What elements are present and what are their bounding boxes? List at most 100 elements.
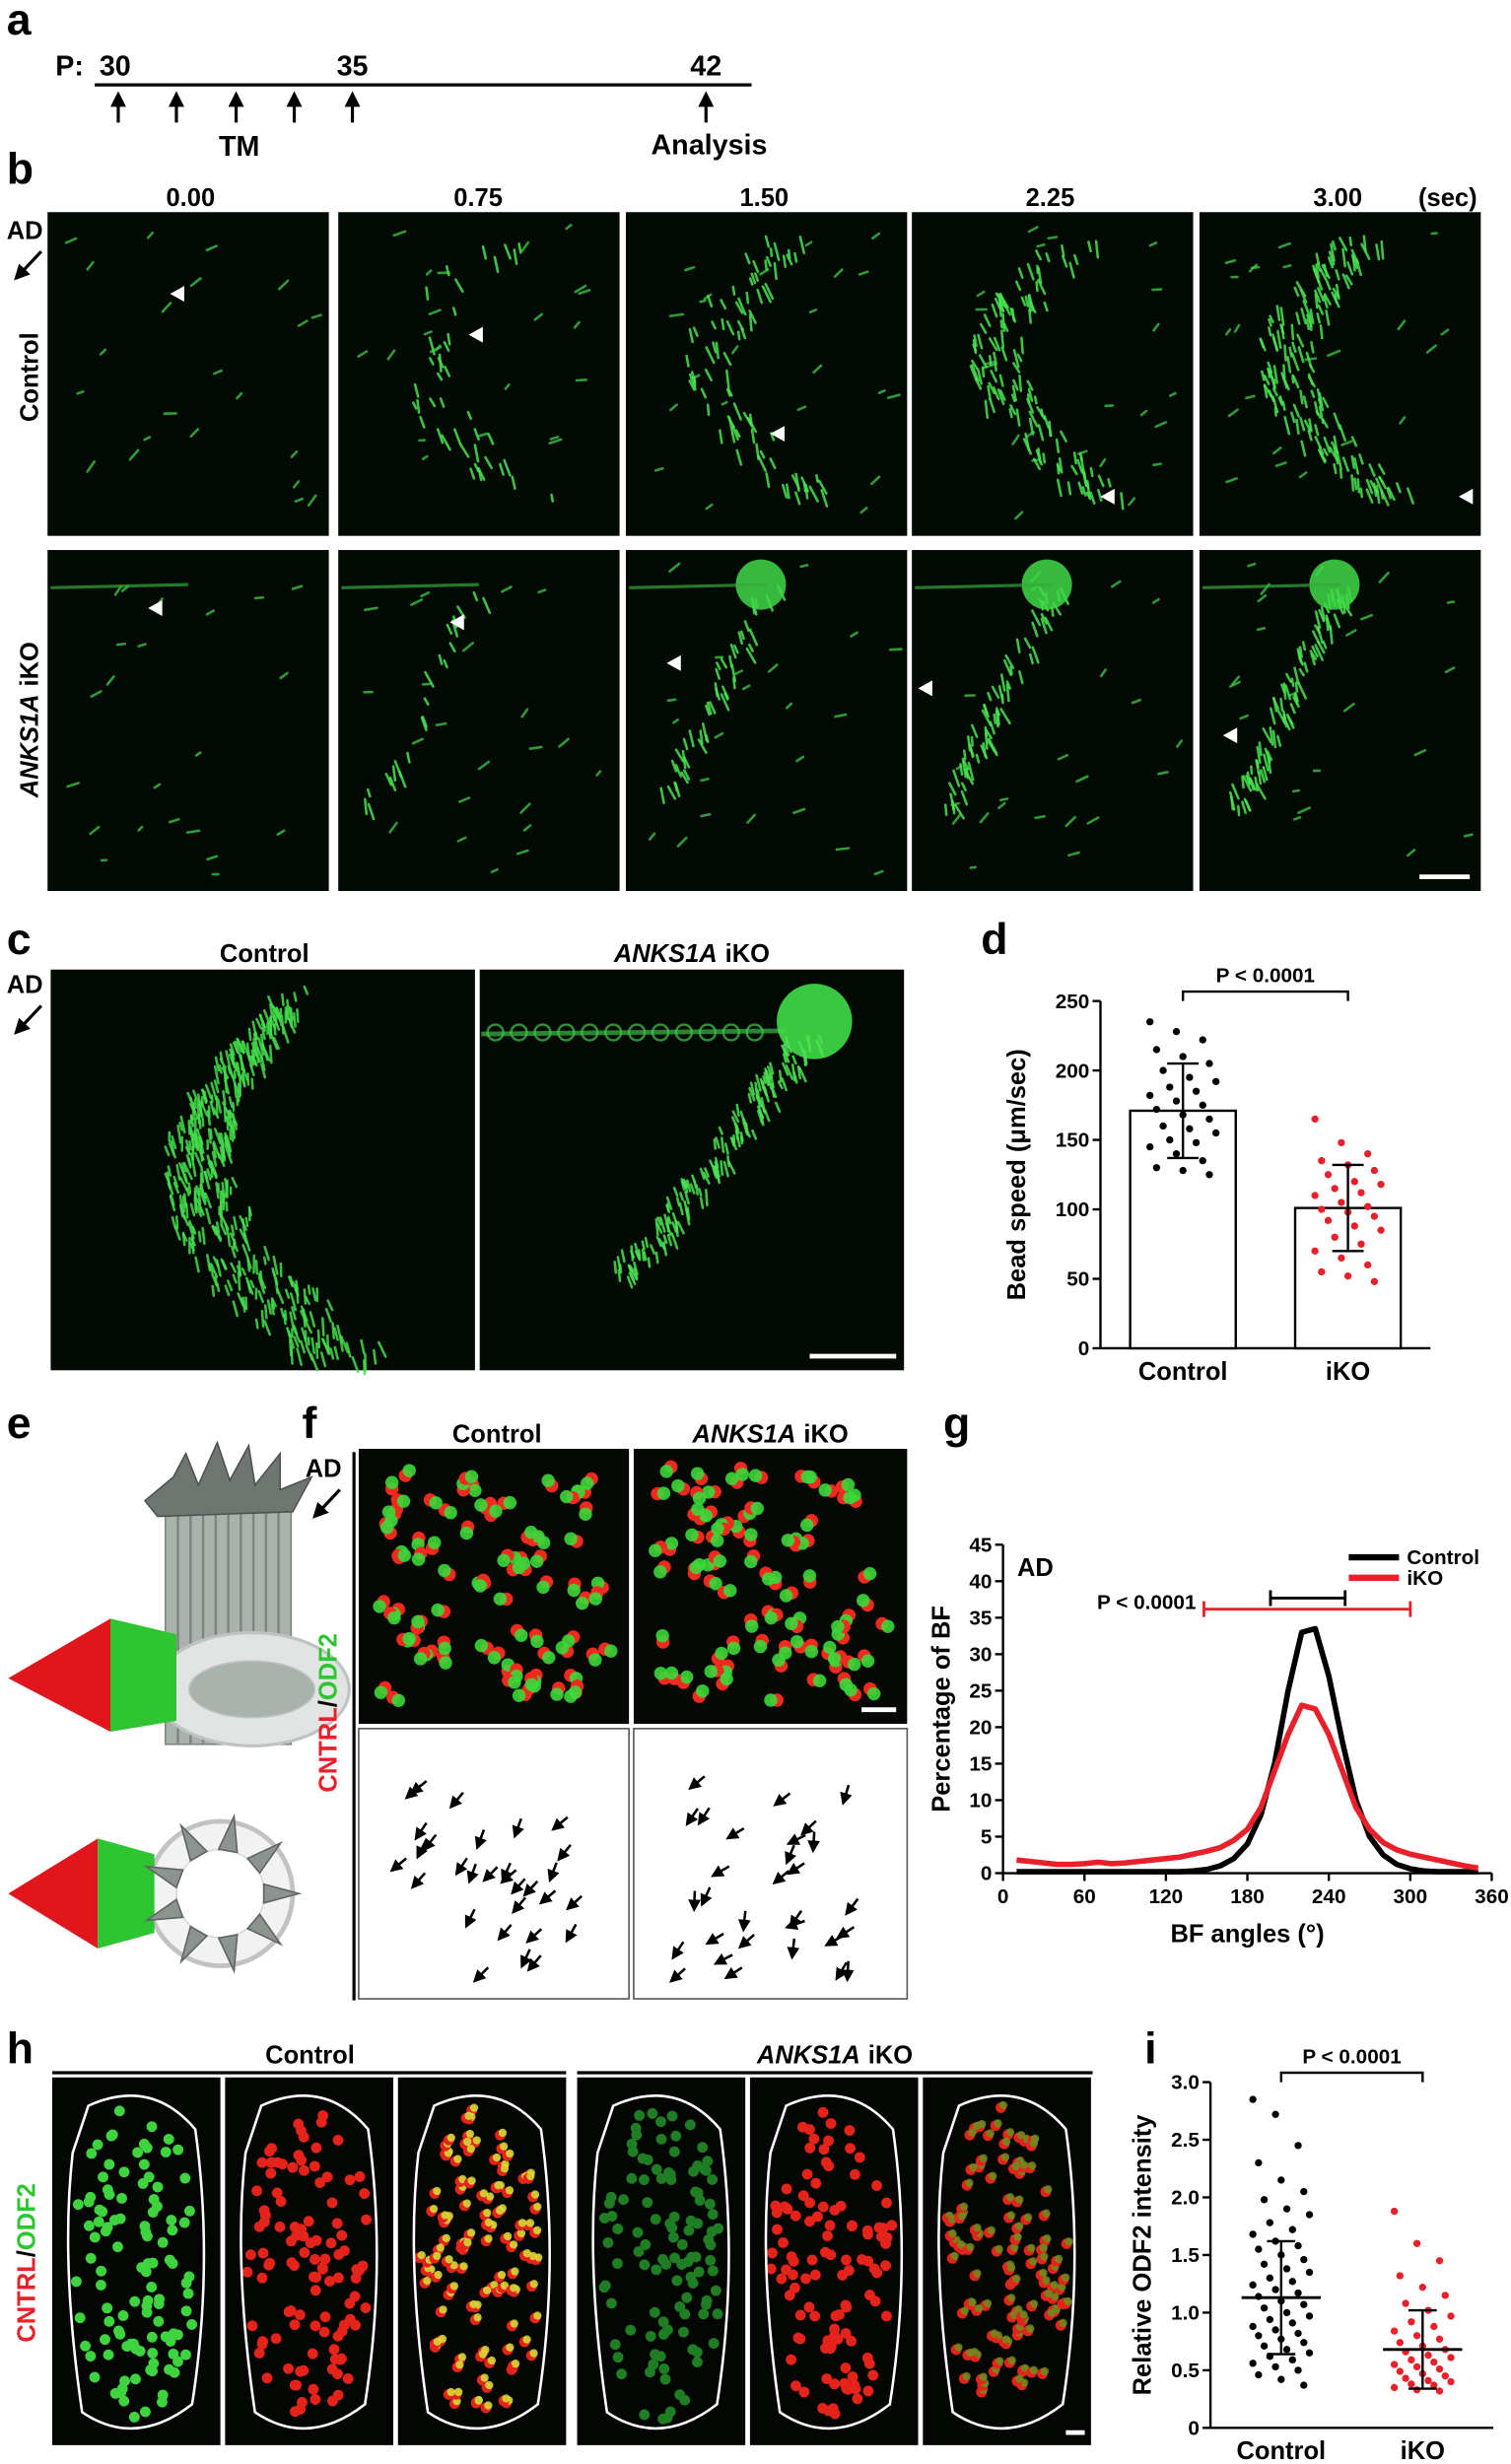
signal bbox=[613, 1261, 618, 1274]
signal bbox=[629, 582, 767, 589]
signal bbox=[734, 301, 744, 314]
signal bbox=[750, 1501, 764, 1516]
signal bbox=[522, 824, 532, 832]
signal bbox=[1029, 2139, 1038, 2148]
signal bbox=[290, 1346, 294, 1365]
data-point bbox=[1152, 1046, 1161, 1054]
signal bbox=[1266, 750, 1273, 761]
signal bbox=[844, 2125, 856, 2136]
data-point bbox=[1294, 2241, 1302, 2250]
signal bbox=[711, 320, 717, 330]
signal bbox=[449, 2282, 458, 2291]
signal bbox=[113, 2105, 125, 2117]
signal bbox=[1250, 265, 1261, 270]
signal bbox=[627, 1023, 647, 1042]
signal bbox=[967, 761, 975, 782]
signal bbox=[668, 562, 681, 573]
signal bbox=[172, 2144, 184, 2156]
signal bbox=[513, 248, 518, 265]
signal bbox=[665, 1196, 673, 1210]
signal bbox=[262, 1256, 267, 1266]
gene-name: ANKS1A bbox=[613, 940, 718, 968]
signal bbox=[726, 1155, 730, 1168]
signal bbox=[217, 1152, 226, 1168]
signal bbox=[1284, 684, 1291, 701]
signal bbox=[1008, 408, 1013, 419]
y-tick-label: 150 bbox=[1056, 1129, 1090, 1152]
signal bbox=[234, 1082, 238, 1098]
signal bbox=[745, 291, 750, 305]
signal bbox=[417, 2251, 426, 2260]
signal bbox=[224, 1145, 234, 1164]
signal bbox=[704, 1665, 718, 1678]
signal bbox=[1006, 2211, 1016, 2220]
signal bbox=[227, 1236, 232, 1248]
signal bbox=[411, 737, 425, 745]
signal bbox=[725, 320, 735, 336]
orientation-arrow bbox=[840, 1784, 853, 1806]
signal bbox=[682, 1178, 689, 1189]
signal bbox=[1350, 474, 1355, 492]
orientation-arrow bbox=[835, 1961, 848, 1981]
range-bar bbox=[1202, 1601, 1412, 1617]
signal bbox=[748, 277, 754, 286]
signal bbox=[1341, 456, 1350, 472]
signal bbox=[633, 1261, 639, 1276]
signal bbox=[1333, 613, 1341, 629]
x-tick-label: 60 bbox=[1073, 1885, 1096, 1908]
signal bbox=[994, 2119, 1002, 2128]
signal bbox=[734, 429, 741, 439]
signal bbox=[786, 2354, 797, 2365]
signal bbox=[112, 2241, 123, 2253]
signal bbox=[1139, 409, 1148, 417]
signal bbox=[793, 251, 798, 263]
x-axis-label: BF angles (°) bbox=[1170, 1921, 1324, 1949]
signal bbox=[1350, 454, 1356, 469]
signal bbox=[277, 1013, 284, 1027]
signal bbox=[576, 1596, 589, 1610]
signal bbox=[962, 760, 968, 779]
micrograph bbox=[338, 550, 620, 892]
appendage bbox=[217, 1813, 239, 1854]
signal bbox=[490, 867, 499, 874]
signal bbox=[1148, 241, 1158, 247]
signal bbox=[761, 1080, 765, 1090]
signal bbox=[71, 2276, 82, 2288]
signal bbox=[102, 2222, 113, 2233]
signal bbox=[655, 2172, 667, 2184]
signal bbox=[179, 2172, 191, 2184]
arrowhead-marker bbox=[1100, 488, 1115, 505]
signal bbox=[651, 2264, 662, 2276]
signal bbox=[307, 2348, 318, 2360]
signal bbox=[194, 1151, 202, 1167]
data-point bbox=[1396, 2367, 1405, 2375]
signal bbox=[233, 1242, 239, 1253]
signal bbox=[782, 2203, 793, 2215]
signal bbox=[171, 1216, 177, 1230]
signal bbox=[1026, 397, 1035, 414]
signal bbox=[1380, 490, 1390, 507]
signal bbox=[1048, 420, 1052, 438]
column-label: Control bbox=[265, 2041, 355, 2069]
signal bbox=[808, 308, 818, 313]
signal bbox=[755, 1073, 762, 1092]
signal bbox=[817, 2201, 829, 2213]
data-point bbox=[1266, 2315, 1274, 2324]
signal bbox=[245, 1042, 251, 1061]
signal bbox=[1081, 486, 1087, 497]
signal bbox=[662, 1234, 668, 1245]
data-point bbox=[1408, 2356, 1415, 2364]
signal bbox=[1050, 2281, 1059, 2290]
data-point bbox=[1447, 2354, 1455, 2361]
signal bbox=[1425, 344, 1437, 354]
signal bbox=[990, 2329, 998, 2338]
signal bbox=[326, 2363, 338, 2375]
signal bbox=[696, 1684, 710, 1698]
signal bbox=[262, 1008, 270, 1023]
signal bbox=[283, 2362, 294, 2374]
signal bbox=[261, 1027, 266, 1041]
signal bbox=[692, 2218, 704, 2229]
signal bbox=[999, 708, 1011, 725]
signal bbox=[840, 2328, 852, 2339]
